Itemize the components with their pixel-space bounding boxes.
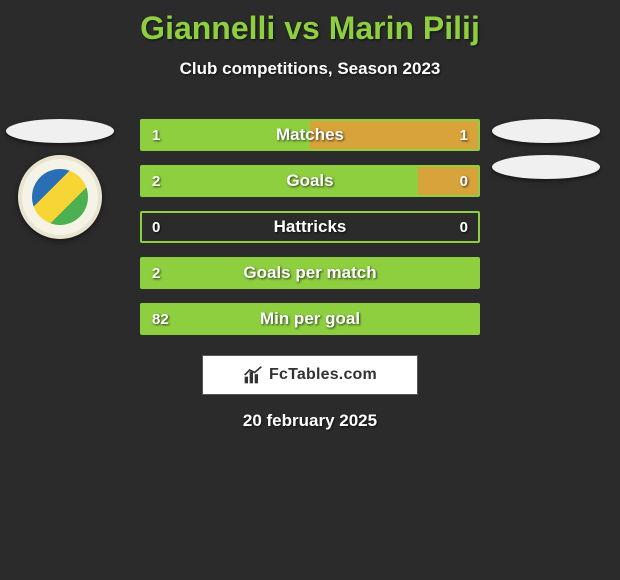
stat-bar-row: 1Matches1 — [140, 119, 480, 151]
page-title: Giannelli vs Marin Pilij — [0, 0, 620, 47]
comparison-content: 1Matches12Goals00Hattricks02Goals per ma… — [0, 119, 620, 335]
stat-bar-row: 82Min per goal — [140, 303, 480, 335]
stat-bar-row: 0Hattricks0 — [140, 211, 480, 243]
player-left-column — [6, 119, 114, 239]
player-left-club-badge — [18, 155, 102, 239]
player-right-avatar-placeholder — [492, 119, 600, 143]
stat-bar-right-value: 1 — [460, 127, 468, 144]
stat-bar-label: Hattricks — [142, 217, 478, 237]
stat-bar-row: 2Goals per match — [140, 257, 480, 289]
stat-bar-label: Matches — [142, 125, 478, 145]
stat-bar-label: Goals — [142, 171, 478, 191]
stat-bars: 1Matches12Goals00Hattricks02Goals per ma… — [140, 119, 480, 335]
date: 20 february 2025 — [0, 411, 620, 431]
club-badge-inner — [32, 169, 88, 225]
player-left-avatar-placeholder — [6, 119, 114, 143]
stat-bar-right-value: 0 — [460, 173, 468, 190]
bar-chart-icon — [243, 365, 263, 385]
stat-bar-right-value: 0 — [460, 219, 468, 236]
stat-bar-row: 2Goals0 — [140, 165, 480, 197]
stat-bar-label: Min per goal — [142, 309, 478, 329]
subtitle: Club competitions, Season 2023 — [0, 59, 620, 79]
stat-bar-label: Goals per match — [142, 263, 478, 283]
player-right-column — [492, 119, 600, 179]
brand-box[interactable]: FcTables.com — [202, 355, 418, 395]
player-right-club-placeholder — [492, 155, 600, 179]
brand-text: FcTables.com — [269, 366, 377, 384]
